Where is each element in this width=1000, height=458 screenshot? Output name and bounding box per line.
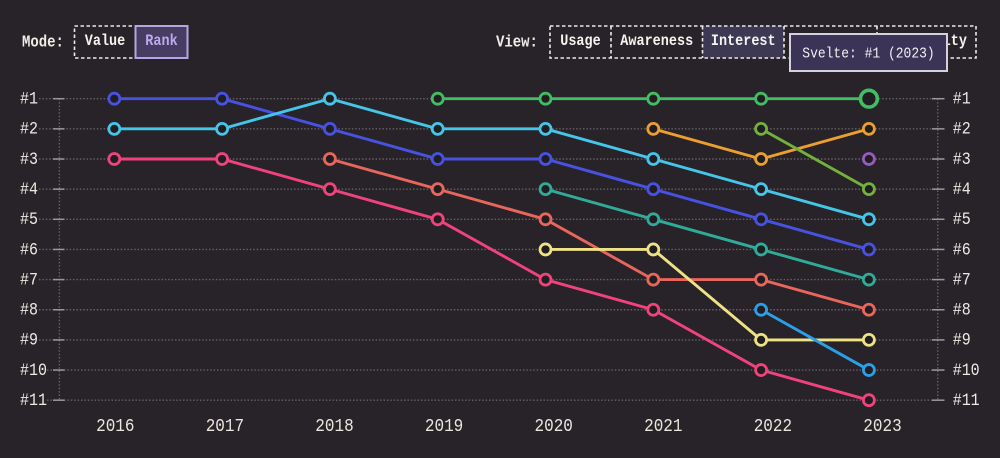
svg-text:#7: #7	[953, 269, 971, 289]
svg-text:#3: #3	[953, 149, 971, 169]
svg-text:2017: 2017	[206, 417, 244, 437]
svg-text:2021: 2021	[644, 417, 682, 437]
svg-text:#9: #9	[20, 330, 38, 350]
svg-text:2018: 2018	[315, 417, 353, 437]
svg-text:2022: 2022	[754, 417, 792, 437]
svg-text:Svelte: #1 (2023): Svelte: #1 (2023)	[802, 46, 934, 63]
svg-text:Awareness: Awareness	[620, 33, 693, 50]
svg-text:#7: #7	[20, 269, 38, 289]
svg-text:View:: View:	[496, 32, 538, 51]
svg-text:#11: #11	[953, 390, 980, 410]
svg-text:#8: #8	[20, 300, 38, 320]
svg-text:#6: #6	[20, 239, 38, 259]
svg-text:#1: #1	[20, 88, 38, 108]
svg-text:2019: 2019	[425, 417, 463, 437]
svg-text:#5: #5	[953, 209, 971, 229]
svg-text:#4: #4	[20, 179, 38, 199]
svg-text:#8: #8	[953, 300, 971, 320]
svg-text:#10: #10	[20, 360, 47, 380]
svg-text:Interest: Interest	[711, 33, 776, 50]
svg-text:Value: Value	[85, 33, 126, 50]
svg-text:2016: 2016	[96, 417, 134, 437]
svg-text:#11: #11	[20, 390, 47, 410]
svg-text:#6: #6	[953, 239, 971, 259]
svg-text:#9: #9	[953, 330, 971, 350]
svg-text:Usage: Usage	[560, 33, 601, 50]
svg-text:#10: #10	[953, 360, 980, 380]
svg-text:Rank: Rank	[145, 33, 178, 50]
svg-text:#2: #2	[953, 119, 971, 139]
svg-text:#1: #1	[953, 88, 971, 108]
svg-text:#3: #3	[20, 149, 38, 169]
svg-text:#4: #4	[953, 179, 971, 199]
svg-text:2023: 2023	[863, 417, 901, 437]
svg-text:#5: #5	[20, 209, 38, 229]
svg-text:2020: 2020	[534, 417, 572, 437]
svg-text:#2: #2	[20, 119, 38, 139]
svg-text:Mode:: Mode:	[22, 32, 64, 51]
